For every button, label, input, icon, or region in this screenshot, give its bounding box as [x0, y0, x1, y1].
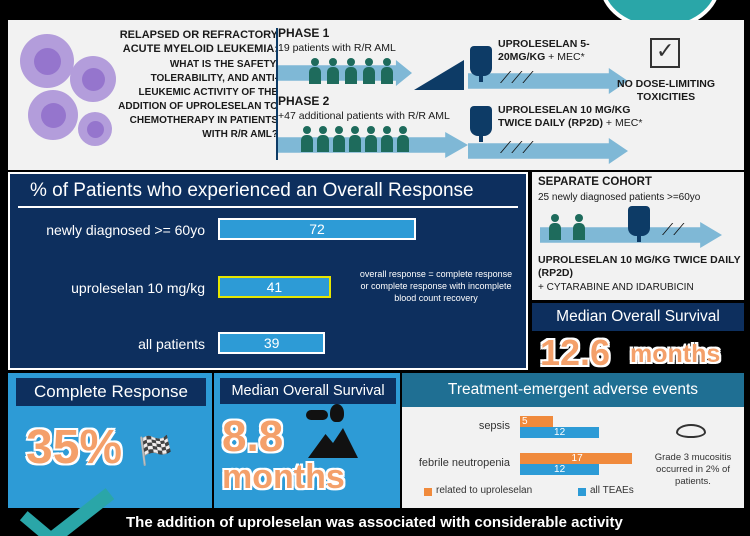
phase1-drug: UPROLESELAN 5-20MG/KG + MEC*: [498, 38, 616, 64]
response-bar: 39: [218, 332, 326, 354]
question-body: WHAT IS THE SAFETY, TOLERABILITY, AND AN…: [118, 59, 278, 140]
phase1-drug-name: UPROLESELAN 5-20MG/KG: [498, 38, 590, 63]
syringe-icon: ⟋⟋⟋: [500, 70, 534, 87]
top-strip: [0, 0, 750, 20]
teae-bar-value: 12: [554, 464, 566, 475]
patient-icon: [344, 58, 358, 84]
mos-left-label: Median Overall Survival: [220, 378, 396, 404]
phase1-subtitle: 19 patients with R/R AML: [278, 42, 396, 54]
teae-bar-value: 17: [571, 453, 583, 464]
question-block: RELAPSED OR REFRACTORY ACUTE MYELOID LEU…: [103, 28, 278, 142]
patient-icon: [380, 58, 394, 84]
separate-cohort-subtitle: 25 newly diagnosed patients >=60yo: [538, 192, 701, 203]
legend-swatch-related: [424, 488, 432, 496]
patient-icon: [396, 126, 410, 152]
patient-icon: [362, 58, 376, 84]
syringe-icon: ⟋⟋: [662, 222, 685, 239]
leukemia-cell-icon: [20, 34, 74, 88]
patient-icon: [326, 58, 340, 84]
teae-bar-all: 12: [520, 427, 600, 438]
footer-bar: [0, 508, 750, 536]
mos-right-value: 12.6 months: [532, 332, 744, 373]
footer-conclusion: The addition of uproleselan was associat…: [126, 514, 623, 531]
no-dlt-label: NO DOSE-LIMITING TOXICITIES: [617, 78, 715, 103]
title-underline: [18, 206, 518, 208]
legend-all: all TEAEs: [590, 485, 634, 496]
phase2-drug-combo: + MEC*: [603, 117, 643, 129]
mos-right-unit: months: [630, 340, 721, 368]
leukemia-cell-icon: [70, 56, 116, 102]
mos-right-label: Median Overall Survival: [532, 303, 744, 331]
big-check-icon: [19, 488, 120, 536]
patient-icon: [308, 58, 322, 84]
overall-response-definition: overall response = complete response or …: [359, 269, 513, 303]
phase1-drug-arrow: [468, 68, 628, 94]
lips-icon: [676, 424, 706, 438]
leukemia-cell-icon: [28, 90, 78, 140]
leukemia-cell-icon: [78, 112, 112, 146]
mos-left-number: 8.8: [222, 412, 284, 461]
legend-related: related to uproleselan: [436, 485, 533, 496]
patient-icon: [380, 126, 394, 152]
patient-icon: [348, 126, 362, 152]
teae-bar-related: 17: [520, 453, 633, 464]
cohort-combo: + CYTARABINE AND IDARUBICIN: [538, 282, 694, 293]
teae-bar-all: 12: [520, 464, 600, 475]
phase1-drug-combo: + MEC*: [545, 51, 585, 63]
iv-bag-icon: [470, 106, 492, 142]
syringe-icon: ⟋⟋⟋: [500, 140, 534, 157]
bar-category-label: newly diagnosed >= 60yo: [46, 222, 205, 238]
cohort-drug: UPROLESELAN 10 MG/KG TWICE DAILY (RP2D): [538, 254, 741, 279]
complete-response-value: 35%: [26, 421, 123, 474]
teae-row-label: febrile neutropenia: [418, 457, 510, 469]
elderly-patient-icon: [572, 214, 586, 240]
dose-escalation-wedge: [414, 60, 464, 90]
teae-title: Treatment-emergent adverse events: [402, 373, 744, 407]
iv-bag-icon: [470, 46, 492, 82]
legend-swatch-all: [578, 488, 586, 496]
header-divider: [276, 28, 278, 160]
teae-bar-value: 5: [522, 416, 528, 427]
patient-icon: [332, 126, 346, 152]
bar-value-label: 39: [263, 335, 280, 351]
mos-left-unit: months: [222, 458, 345, 496]
phase2-subtitle: +47 additional patients with R/R AML: [278, 110, 450, 122]
separate-cohort-title: SEPARATE COHORT: [538, 176, 652, 188]
mucositis-note: Grade 3 mucositis occurred in 2% of pati…: [654, 452, 732, 487]
bar-category-label: all patients: [138, 336, 205, 352]
response-bar: 72: [218, 218, 416, 240]
header-panel: RELAPSED OR REFRACTORY ACUTE MYELOID LEU…: [8, 20, 744, 170]
teae-row-label: sepsis: [478, 420, 510, 432]
overall-response-title: % of Patients who experienced an Overall…: [30, 180, 474, 201]
bar-value-label: 72: [309, 221, 325, 237]
elderly-patient-icon: [548, 214, 562, 240]
checkbox-icon: ✓: [650, 38, 680, 68]
bar-value-label: 41: [266, 279, 283, 295]
patient-icon: [316, 126, 330, 152]
mos-right-number: 12.6: [540, 332, 611, 373]
patient-icon: [300, 126, 314, 152]
phase2-drug-name: UPROLESELAN 10 MG/KG TWICE DAILY (RP2D): [498, 104, 631, 129]
iv-bag-icon: [628, 206, 650, 242]
phase2-drug-arrow: [468, 138, 628, 164]
teae-bar-related: 5: [520, 416, 553, 427]
phase1-title: PHASE 1: [278, 26, 330, 40]
checkered-flag-icon: 🏁: [138, 435, 173, 466]
complete-response-label: Complete Response: [16, 378, 206, 406]
hot-air-balloon-icon: [330, 404, 344, 422]
question-title: RELAPSED OR REFRACTORY ACUTE MYELOID LEU…: [119, 29, 278, 55]
teae-bar-value: 12: [554, 427, 566, 438]
phase2-drug: UPROLESELAN 10 MG/KG TWICE DAILY (RP2D) …: [498, 104, 648, 130]
patient-icon: [364, 126, 378, 152]
bar-category-label: uproleselan 10 mg/kg: [71, 280, 205, 296]
phase2-title: PHASE 2: [278, 94, 330, 108]
response-bar: 41: [218, 276, 331, 298]
cloud-icon: [306, 410, 328, 420]
